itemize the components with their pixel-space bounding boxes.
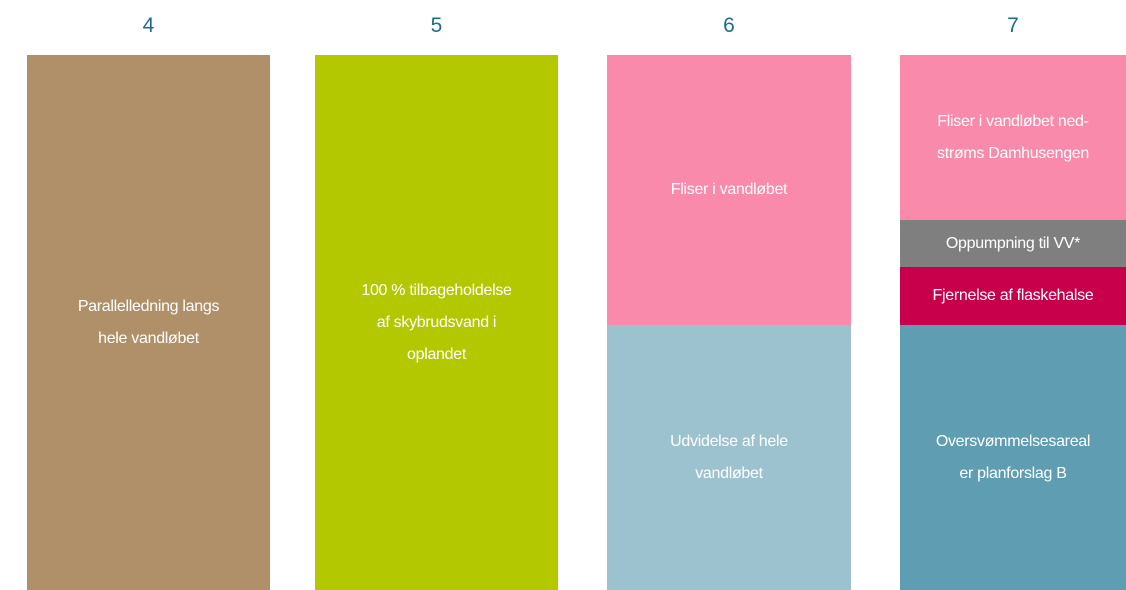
block-text: Oversvømmelsesareal: [935, 432, 1091, 450]
block-text: strøms Damhusengen: [937, 144, 1089, 162]
block: Parallelledning langs hele vandløbet: [27, 55, 270, 590]
block-text: Oppumpning til VV*: [945, 234, 1081, 252]
block-text: hele vandløbet: [98, 329, 199, 347]
block: Fjernelse af flaskehalse: [900, 267, 1126, 325]
block-text: Udvidelse af hele: [670, 432, 788, 450]
block: Fliser i vandløbet ned-strøms Damhusenge…: [900, 55, 1126, 220]
block-text: er planforslag B: [959, 464, 1067, 482]
column-header: 5: [430, 14, 443, 37]
block-text: Parallelledning langs: [77, 297, 220, 315]
column-header: 6: [723, 14, 735, 37]
block-text: vandløbet: [695, 464, 763, 482]
block: Udvidelse af hele vandløbet: [607, 325, 851, 590]
block-text: Fjernelse af flaskehalse: [932, 287, 1094, 304]
column-header: 4: [142, 14, 155, 37]
block-text: 100 % tilbageholdelse: [361, 281, 512, 299]
block-text: Fliser i vandløbet ned-: [937, 112, 1089, 130]
block-text: oplandet: [407, 345, 466, 363]
block: Fliser i vandløbet: [607, 55, 851, 325]
column-header: 7: [1007, 14, 1019, 37]
block: Oppumpning til VV*: [900, 220, 1126, 267]
block: 100 % tilbageholdelse af skybrudsvand i op…: [315, 55, 558, 590]
block: Oversvømmelsesareal er planforslag B: [900, 325, 1126, 590]
block-text: af skybrudsvand i: [376, 313, 497, 331]
block-text: Fliser i vandløbet: [670, 181, 788, 198]
